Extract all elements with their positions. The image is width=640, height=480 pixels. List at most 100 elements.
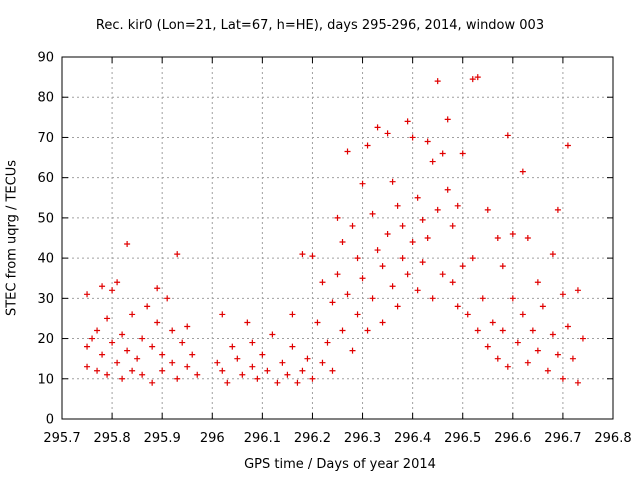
data-point [104,371,111,378]
data-point [549,331,556,338]
y-tick-label: 40 [37,252,54,267]
data-point [394,303,401,310]
grid-lines [62,57,613,419]
data-point [534,347,541,354]
data-point [304,355,311,362]
data-point [219,367,226,374]
data-point [524,359,531,366]
y-tick-label: 70 [37,131,54,146]
data-point [519,168,526,175]
data-point [559,375,566,382]
data-point [114,279,121,286]
data-point [299,251,306,258]
data-point [164,295,171,302]
data-point [494,355,501,362]
data-point [339,239,346,246]
data-point [414,194,421,201]
data-point [84,363,91,370]
plot-frame [61,56,614,420]
data-point [289,343,296,350]
data-point [574,379,581,386]
data-point [389,283,396,290]
data-point [144,303,151,310]
data-point [579,335,586,342]
data-point [504,132,511,139]
data-point [564,142,571,149]
x-tick-label: 296.5 [444,431,481,446]
data-point [179,339,186,346]
data-point [334,214,341,221]
data-point [114,359,121,366]
data-point [129,311,136,318]
data-point [124,347,131,354]
data-point [529,327,536,334]
data-point [374,247,381,254]
data-point [154,319,161,326]
chart-title: Rec. kir0 (Lon=21, Lat=67, h=HE), days 2… [95,18,545,33]
data-point [344,148,351,155]
data-point [294,379,301,386]
data-point [559,291,566,298]
data-point [189,351,196,358]
data-point [484,343,491,350]
data-point [464,311,471,318]
data-point [349,222,356,229]
y-tick-label: 0 [46,413,54,428]
data-point [509,295,516,302]
data-point [264,367,271,374]
data-point [159,367,166,374]
x-tick-label: 296.4 [394,431,431,446]
data-point [494,235,501,241]
y-tick-label: 80 [37,91,54,106]
data-point [229,343,236,350]
data-point [454,202,461,209]
data-point [439,150,446,157]
data-point [449,222,456,229]
data-point [119,331,126,338]
data-point [489,319,496,326]
data-point [319,359,326,366]
data-point [239,371,246,378]
x-tick-label: 296 [200,431,225,446]
data-points [84,74,586,386]
data-point [374,124,381,131]
data-point [404,118,411,125]
data-point [154,285,161,292]
data-point [329,367,336,374]
data-point [139,335,146,342]
y-axis-label: STEC from uqrg / TECUs [4,159,20,317]
data-point [539,303,546,310]
data-point [249,339,256,346]
data-point [469,76,476,83]
data-point [534,279,541,286]
data-point [224,379,231,386]
data-point [469,255,476,262]
data-point [574,287,581,294]
data-point [129,367,136,374]
data-point [349,347,356,354]
data-point [84,343,91,350]
x-tick-label: 296.6 [494,431,531,446]
data-point [359,275,366,282]
data-point [134,355,141,362]
data-point [444,186,451,193]
data-point [389,178,396,185]
data-point [299,367,306,374]
data-point [279,359,286,366]
data-point [554,351,561,358]
data-point [344,291,351,298]
data-point [549,251,556,258]
data-point [379,319,386,326]
data-point [314,319,321,326]
data-point [99,351,106,358]
x-tick-label: 296.8 [594,431,631,446]
data-point [384,230,391,237]
data-point [149,343,156,350]
data-point [184,363,191,370]
data-point [474,74,481,81]
data-point [194,371,201,378]
data-point [519,311,526,318]
data-point [414,287,421,294]
data-point [309,375,316,382]
data-point [484,206,491,213]
